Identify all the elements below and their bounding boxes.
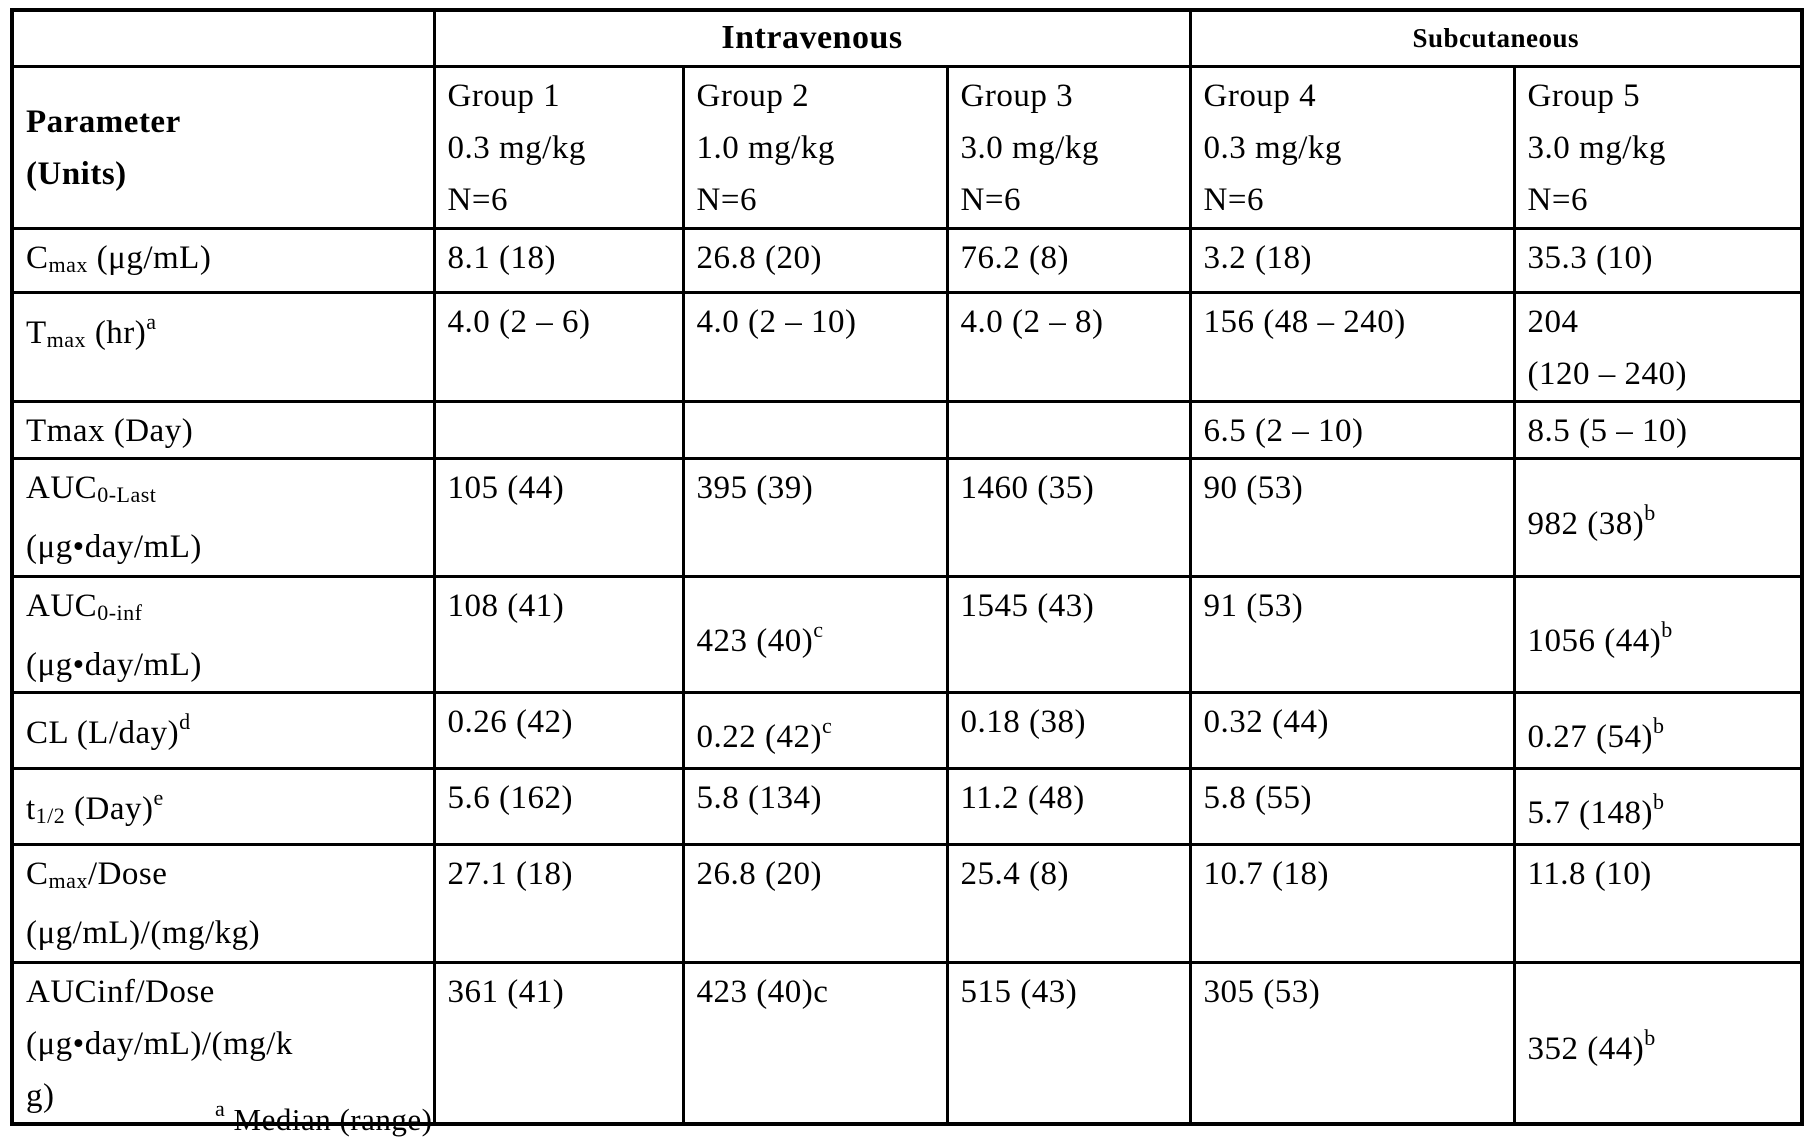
row-parameter-label: t1/2 (Day)e [10, 766, 436, 846]
value-cell: 6.5 (2 – 10) [1188, 399, 1516, 460]
value-cell: 3.2 (18) [1188, 226, 1516, 294]
value-cell: 0.18 (38) [945, 690, 1192, 770]
group-header-cell: Group 3 3.0 mg/kg N=6 [945, 64, 1192, 230]
value-cell: 5.8 (134) [681, 766, 949, 846]
value-cell: 5.8 (55) [1188, 766, 1516, 846]
value-cell: 4.0 (2 – 10) [681, 290, 949, 403]
table-row: t1/2 (Day)e 5.6 (162) 5.8 (134) 11.2 (48) 5.… [10, 766, 1804, 846]
value-cell: 11.2 (48) [945, 766, 1192, 846]
row-parameter-label: AUC0-inf (μg•day/mL) [10, 574, 436, 694]
table-row: AUCinf/Dose (μg•day/mL)/(mg/k g) 361 (41) 42… [10, 960, 1804, 1125]
value-cell [945, 399, 1192, 460]
value-cell: 1460 (35) [945, 456, 1192, 578]
value-cell: 105 (44) [432, 456, 685, 578]
pk-parameters-table: Intravenous Subcutaneous Parameter (Unit… [10, 8, 1805, 1126]
value-cell [432, 399, 685, 460]
footnote: a Median (range) [215, 1096, 432, 1138]
value-cell: 5.7 (148)b [1512, 766, 1804, 846]
corner-cell [10, 8, 436, 68]
footnote-marker: a [215, 1096, 226, 1121]
value-cell: 305 (53) [1188, 960, 1516, 1125]
table-row: CL (L/day)d 0.26 (42) 0.22 (42)c 0.18 (38) 0… [10, 690, 1804, 770]
parameter-header-line2: (Units) [26, 156, 127, 192]
table-row: AUC0-Last (μg•day/mL) 105 (44) 395 (39) 1460… [10, 456, 1804, 578]
route-header-intravenous: Intravenous [432, 8, 1192, 68]
footnote-text: Median (range) [233, 1102, 433, 1137]
table-row: Tmax (hr)a 4.0 (2 – 6) 4.0 (2 – 10) 4.0 (2 … [10, 290, 1804, 403]
value-cell: 352 (44)b [1512, 960, 1804, 1125]
value-cell: 26.8 (20) [681, 226, 949, 294]
row-parameter-label: Cmax/Dose (μg/mL)/(mg/kg) [10, 842, 436, 964]
value-cell: 4.0 (2 – 8) [945, 290, 1192, 403]
value-cell: 1545 (43) [945, 574, 1192, 694]
group-header-cell: Group 5 3.0 mg/kg N=6 [1512, 64, 1804, 230]
value-cell: 0.27 (54)b [1512, 690, 1804, 770]
table-row: Tmax (Day) 6.5 (2 – 10) 8.5 (5 – 10) [10, 399, 1804, 460]
value-cell: 10.7 (18) [1188, 842, 1516, 964]
value-cell: 91 (53) [1188, 574, 1516, 694]
value-cell: 25.4 (8) [945, 842, 1192, 964]
group-header-cell: Group 4 0.3 mg/kg N=6 [1188, 64, 1516, 230]
value-cell: 982 (38)b [1512, 456, 1804, 578]
value-cell: 515 (43) [945, 960, 1192, 1125]
value-cell: 361 (41) [432, 960, 685, 1125]
value-cell: 11.8 (10) [1512, 842, 1804, 964]
value-cell: 395 (39) [681, 456, 949, 578]
value-cell: 1056 (44)b [1512, 574, 1804, 694]
value-cell: 423 (40)c [681, 574, 949, 694]
table-row: Cmax/Dose (μg/mL)/(mg/kg) 27.1 (18) 26.8 (2… [10, 842, 1804, 964]
value-cell: 26.8 (20) [681, 842, 949, 964]
route-header-subcutaneous: Subcutaneous [1188, 8, 1804, 68]
value-cell: 156 (48 – 240) [1188, 290, 1516, 403]
value-cell: 5.6 (162) [432, 766, 685, 846]
value-cell: 76.2 (8) [945, 226, 1192, 294]
value-cell: 108 (41) [432, 574, 685, 694]
value-cell: 27.1 (18) [432, 842, 685, 964]
value-cell: 0.32 (44) [1188, 690, 1516, 770]
value-cell: 4.0 (2 – 6) [432, 290, 685, 403]
table-row: Cmax (μg/mL) 8.1 (18) 26.8 (20) 76.2 (8) 3.2… [10, 226, 1804, 294]
table-row: AUC0-inf (μg•day/mL) 108 (41) 423 (40)c 1545… [10, 574, 1804, 694]
parameter-header-line1: Parameter [26, 104, 181, 140]
row-parameter-label: Tmax (Day) [10, 399, 436, 460]
value-cell: 0.22 (42)c [681, 690, 949, 770]
value-cell: 8.1 (18) [432, 226, 685, 294]
group-header-cell: Group 1 0.3 mg/kg N=6 [432, 64, 685, 230]
value-cell: 423 (40)c [681, 960, 949, 1125]
row-parameter-label: AUCinf/Dose (μg•day/mL)/(mg/k g) [10, 960, 436, 1125]
parameter-header: Parameter (Units) [10, 64, 436, 230]
row-parameter-label: Tmax (hr)a [10, 290, 436, 403]
value-cell: 204 (120 – 240) [1512, 290, 1804, 403]
group-header-row: Parameter (Units) Group 1 0.3 mg/kg N=6 Gro… [10, 64, 1804, 230]
value-cell: 0.26 (42) [432, 690, 685, 770]
value-cell: 8.5 (5 – 10) [1512, 399, 1804, 460]
row-parameter-label: Cmax (μg/mL) [10, 226, 436, 294]
value-cell: 90 (53) [1188, 456, 1516, 578]
value-cell [681, 399, 949, 460]
row-parameter-label: AUC0-Last (μg•day/mL) [10, 456, 436, 578]
value-cell: 35.3 (10) [1512, 226, 1804, 294]
route-header-row: Intravenous Subcutaneous [10, 8, 1804, 68]
group-header-cell: Group 2 1.0 mg/kg N=6 [681, 64, 949, 230]
row-parameter-label: CL (L/day)d [10, 690, 436, 770]
